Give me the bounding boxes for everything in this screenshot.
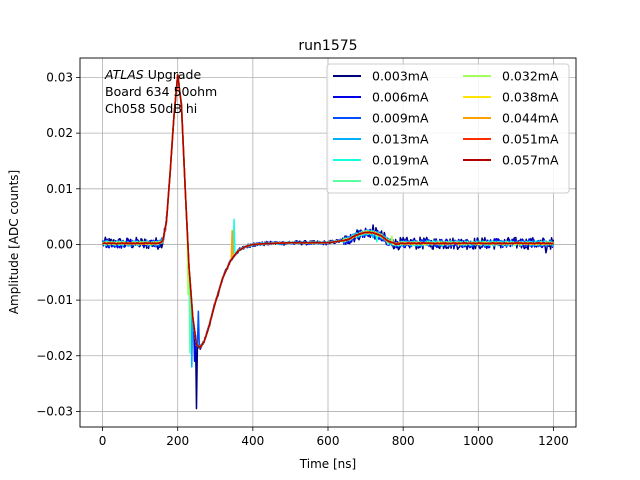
y-tick-label: 0.02	[46, 126, 73, 140]
legend-label: 0.038mA	[502, 90, 559, 105]
atlas-annotation: ATLAS Upgrade Board 634 50ohm Ch058 50dB…	[104, 67, 217, 116]
series-layer	[101, 73, 555, 410]
y-tick-label: −0.01	[36, 293, 73, 307]
annotation-line: Board 634 50ohm	[105, 84, 217, 99]
legend-box	[326, 63, 570, 194]
x-tick-label: 400	[241, 434, 264, 448]
legend-label: 0.009mA	[372, 111, 429, 126]
y-tick-label: 0.03	[46, 70, 73, 84]
x-tick-label: 1000	[463, 434, 494, 448]
legend-label: 0.051mA	[502, 132, 559, 147]
annotation-line: Ch058 50dB hi	[105, 101, 197, 116]
legend-label: 0.013mA	[372, 132, 429, 147]
x-tick-label: 1200	[538, 434, 569, 448]
x-axis-label: Time [ns]	[299, 457, 356, 471]
x-tick-label: 0	[99, 434, 107, 448]
x-tick-label: 200	[166, 434, 189, 448]
legend-label: 0.006mA	[372, 90, 429, 105]
x-tick-label: 600	[317, 434, 340, 448]
legend-label: 0.019mA	[372, 153, 429, 168]
series-line-0.057mA	[102, 73, 554, 349]
legend-label: 0.044mA	[502, 111, 559, 126]
legend: 0.003mA 0.006mA 0.009mA 0.013mA 0.019mA 0.025…	[326, 63, 570, 194]
chart-title: run1575	[298, 38, 357, 54]
y-tick-label: 0.00	[46, 237, 73, 251]
legend-label: 0.003mA	[372, 69, 429, 84]
y-tick-label: 0.01	[46, 182, 73, 196]
y-tick-label: −0.03	[36, 404, 73, 418]
legend-label: 0.025mA	[372, 174, 429, 189]
x-axis-ticks: 0 200 400 600 800 1000 1200	[99, 427, 569, 448]
y-axis-label: Amplitude [ADC counts]	[7, 170, 21, 314]
y-axis-ticks: −0.03 −0.02 −0.01 0.00 0.01 0.02 0.03	[36, 70, 80, 418]
legend-label: 0.032mA	[502, 69, 559, 84]
x-tick-label: 800	[392, 434, 415, 448]
y-tick-label: −0.02	[36, 349, 73, 363]
annotation-line: ATLAS Upgrade	[104, 67, 201, 82]
legend-label: 0.057mA	[502, 153, 559, 168]
